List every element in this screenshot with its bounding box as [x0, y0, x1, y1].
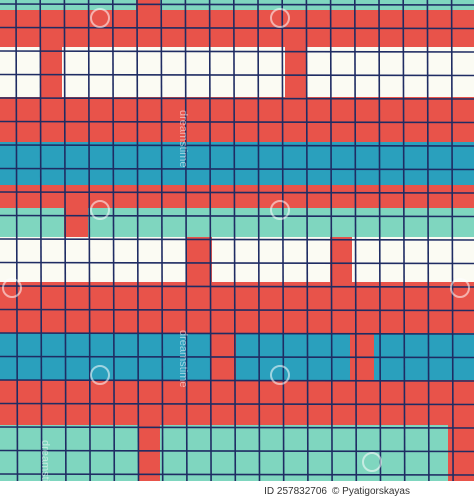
grid-line — [0, 120, 474, 124]
footer-bar — [0, 481, 474, 500]
band-cell — [186, 237, 212, 282]
grid-line — [0, 26, 474, 30]
watermark: dreamstime — [177, 330, 189, 387]
watermark-logo — [90, 365, 110, 385]
grid-line — [0, 3, 474, 6]
grid-line — [0, 473, 474, 476]
grid-line — [233, 0, 237, 482]
band-cell — [64, 208, 88, 237]
grid-line — [208, 0, 212, 482]
band — [0, 142, 474, 185]
grid-line — [0, 238, 474, 241]
watermark-logo — [90, 200, 110, 220]
grid-line — [0, 308, 474, 312]
band — [0, 185, 474, 208]
grid-line — [305, 0, 309, 482]
grid-line — [0, 73, 474, 77]
grid — [0, 0, 474, 482]
grid-line — [0, 332, 474, 335]
footer-id: ID 257832706 — [264, 486, 327, 497]
watermarks: dreamstime dreamstime dreamstime — [2, 8, 470, 497]
grid-line — [257, 0, 261, 482]
grid-line — [15, 0, 19, 482]
grid-line — [0, 167, 474, 171]
watermark-logo — [450, 278, 470, 298]
band-cell — [448, 425, 474, 481]
grid-line — [160, 0, 164, 482]
grid-line — [0, 97, 474, 100]
grid-line — [0, 50, 474, 53]
band — [0, 47, 474, 97]
grid-line — [184, 0, 188, 482]
grid-line — [0, 191, 474, 194]
watermark-logo — [270, 200, 290, 220]
grid-line — [112, 0, 116, 482]
grid-line — [0, 402, 474, 406]
footer-credit: © Pyatigorskayas — [332, 486, 410, 497]
band — [0, 425, 474, 481]
watermark-logo — [90, 8, 110, 28]
band — [0, 380, 474, 425]
grid-line — [281, 0, 285, 482]
band-cell — [285, 47, 306, 97]
watermark-logo — [270, 8, 290, 28]
band — [0, 282, 474, 333]
band — [0, 237, 474, 282]
watermark-logo — [2, 278, 22, 298]
grid-line — [0, 285, 474, 288]
grid-line — [0, 261, 474, 265]
band — [0, 97, 474, 142]
grid-line — [0, 449, 474, 453]
watermark-logo — [362, 452, 382, 472]
grid-line — [329, 0, 333, 482]
grid-line — [0, 144, 474, 147]
band-cell — [138, 425, 160, 481]
grid-line — [0, 426, 474, 429]
grid-line — [63, 0, 67, 482]
band-cell — [330, 237, 352, 282]
grid-line — [0, 379, 474, 382]
grid-line — [0, 214, 474, 218]
grid-line — [87, 0, 91, 482]
watermark: dreamstime — [177, 110, 189, 167]
band-cell — [40, 47, 62, 97]
grid-line — [39, 0, 43, 482]
watermark-logo — [270, 365, 290, 385]
grid-line — [0, 355, 474, 359]
grid-line — [136, 0, 140, 482]
